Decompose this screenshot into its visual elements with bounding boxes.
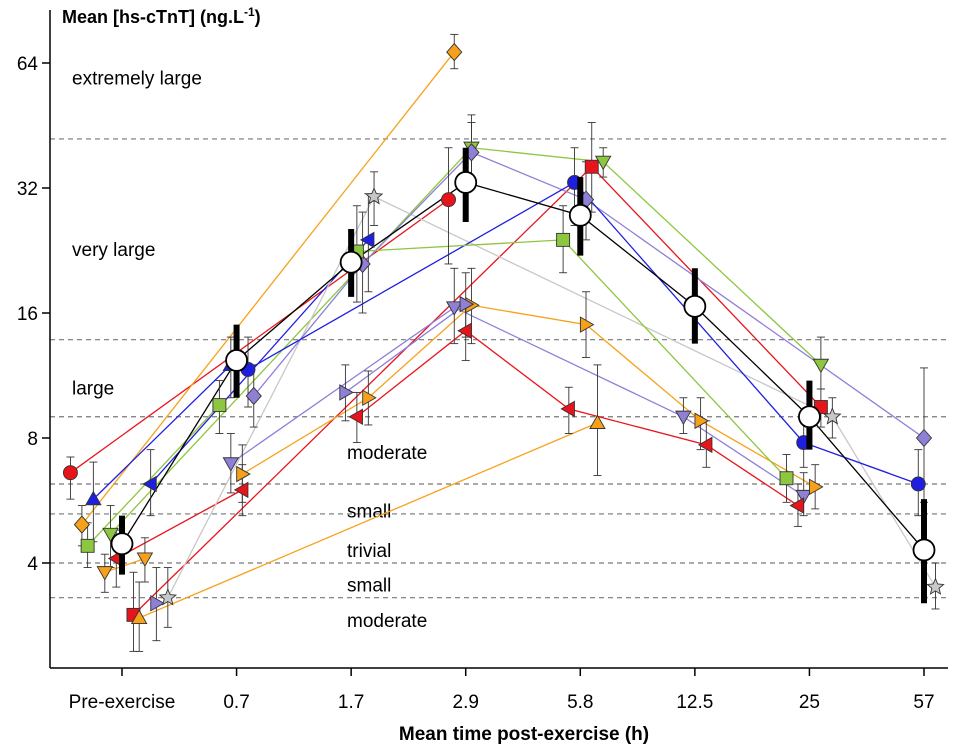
mean-point-1 xyxy=(225,349,248,372)
x-tick-label-7: 57 xyxy=(913,692,934,713)
mean-point-7 xyxy=(912,538,936,562)
study-orange-tri-right-line xyxy=(241,304,816,488)
study-purple-tri-down-line xyxy=(230,306,805,497)
study-purple-tri-right-b-point-0 xyxy=(339,384,354,401)
study-red-circle-point-1 xyxy=(441,192,456,208)
study-purple-tri-down-point-1 xyxy=(445,301,463,316)
study-blue-tri-up-line xyxy=(92,364,232,500)
study-orange-tri-up-point-1 xyxy=(589,414,606,429)
study-orange-tri-right-point-0 xyxy=(236,465,251,483)
study-purple-tri-right-b-point-1 xyxy=(459,295,475,313)
band-label-small: small xyxy=(347,502,391,523)
band-label-large: large xyxy=(72,378,114,399)
study-green-tri-down-point-0 xyxy=(102,527,119,543)
x-tick-label-5: 12.5 xyxy=(676,692,713,713)
y-tick-label-8: 8 xyxy=(27,429,38,450)
study-grey-star-point-1 xyxy=(364,186,384,205)
x-tick-label-2: 1.7 xyxy=(338,692,364,713)
band-label-trivial: trivial xyxy=(347,541,391,562)
study-blue-tri-left-point-0 xyxy=(142,475,157,493)
study-purple-tri-right-b-line xyxy=(345,303,467,393)
study-red-tri-left-b-point-3 xyxy=(697,436,713,454)
series-lines xyxy=(70,51,937,619)
study-green-tri-down-line xyxy=(110,147,822,535)
mean-point-4 xyxy=(568,203,592,227)
study-red-tri-left-a-point-1 xyxy=(233,481,249,499)
mean-point-5 xyxy=(683,294,707,318)
study-purple-diamond-point-0 xyxy=(245,386,262,406)
mean-series-line xyxy=(121,181,925,551)
mean-point-0 xyxy=(110,532,134,556)
study-purple-tri-down-point-2 xyxy=(675,410,692,426)
study-red-tri-left-a-line xyxy=(115,489,243,560)
band-label-extremely-large: extremely large xyxy=(72,69,202,90)
band-labels: extremely large very large large moderate sm… xyxy=(72,69,427,632)
band-label-moderate: moderate xyxy=(347,443,427,464)
x-tick-label-1: 0.7 xyxy=(223,692,249,713)
study-green-square-a-point-1 xyxy=(212,398,227,413)
study-blue-tri-left-line xyxy=(150,239,369,485)
study-grey-star-point-3 xyxy=(926,577,945,595)
study-red-tri-left-b-point-2 xyxy=(560,400,575,418)
study-purple-tri-right-point-0 xyxy=(150,594,165,612)
study-red-circle-point-0 xyxy=(62,465,78,481)
study-red-tri-left-b-line xyxy=(356,329,799,507)
mean-point-6 xyxy=(798,405,821,429)
study-grey-star-line xyxy=(167,195,937,598)
threshold-lines xyxy=(50,138,948,599)
axes: 4 8 16 32 64 Pre-exercise 0.7 1.7 2.9 5.8 12.5 25 57 xyxy=(17,10,948,713)
study-orange-tri-right-point-4 xyxy=(694,412,709,430)
band-label-moderate: moderate xyxy=(347,611,427,632)
y-tick-label-32: 32 xyxy=(17,179,38,200)
study-green-tri-down-point-3 xyxy=(812,358,830,374)
study-green-square-b-point-1 xyxy=(556,232,571,247)
study-green-square-a-point-0 xyxy=(80,538,95,553)
study-purple-tri-down-point-3 xyxy=(795,489,812,505)
study-green-square-b-point-2 xyxy=(779,471,794,486)
study-orange-diamond-point-0 xyxy=(73,515,91,534)
study-red-circle-line xyxy=(70,199,449,474)
x-axis-title: Mean time post-exercise (h) xyxy=(399,724,649,745)
mean-point-3 xyxy=(454,171,478,194)
error-bars xyxy=(66,33,940,652)
study-green-square-a-line xyxy=(87,404,220,547)
band-label-small: small xyxy=(347,576,391,597)
study-blue-circle-point-3 xyxy=(910,476,926,492)
study-green-tri-down-point-2 xyxy=(594,155,612,171)
study-orange-tri-right-point-3 xyxy=(579,316,595,333)
y-tick-label-64: 64 xyxy=(17,54,39,75)
study-red-tri-left-b-point-1 xyxy=(457,322,472,340)
x-tick-label-4: 5.8 xyxy=(567,692,593,713)
x-tick-label-0: Pre-exercise xyxy=(69,692,176,713)
study-orange-tri-up-point-0 xyxy=(130,609,148,624)
study-blue-tri-up-point-0 xyxy=(85,490,102,506)
y-axis-title: Mean [hs-cTnT] (ng.L-1) xyxy=(62,5,261,27)
y-tick-label-16: 16 xyxy=(17,304,38,325)
study-orange-tri-right-point-5 xyxy=(809,478,824,496)
mean-line xyxy=(121,181,925,551)
study-orange-diamond-line xyxy=(81,51,455,525)
series-markers xyxy=(62,42,945,624)
study-purple-tri-down-point-0 xyxy=(222,457,240,472)
study-orange-tri-down-point-0 xyxy=(96,566,114,581)
mean-series-markers xyxy=(110,147,936,604)
band-label-very-large: very large xyxy=(72,240,155,261)
study-grey-star-point-2 xyxy=(823,407,842,425)
study-grey-star-point-0 xyxy=(158,588,178,606)
study-blue-tri-left-point-1 xyxy=(359,231,375,249)
x-tick-label-3: 2.9 xyxy=(453,692,479,713)
study-purple-diamond-point-4 xyxy=(915,428,933,448)
y-tick-label-4: 4 xyxy=(27,554,38,575)
study-red-square-point-1 xyxy=(584,159,599,174)
mean-point-2 xyxy=(339,250,363,274)
study-orange-diamond-point-1 xyxy=(446,42,463,62)
study-orange-tri-right-point-1 xyxy=(362,389,377,407)
study-orange-tri-down-point-1 xyxy=(136,552,154,567)
study-red-tri-left-b-point-4 xyxy=(789,497,805,514)
x-tick-label-6: 25 xyxy=(799,692,820,713)
study-orange-tri-up-line xyxy=(138,422,598,619)
study-red-tri-left-b-point-0 xyxy=(348,408,363,426)
